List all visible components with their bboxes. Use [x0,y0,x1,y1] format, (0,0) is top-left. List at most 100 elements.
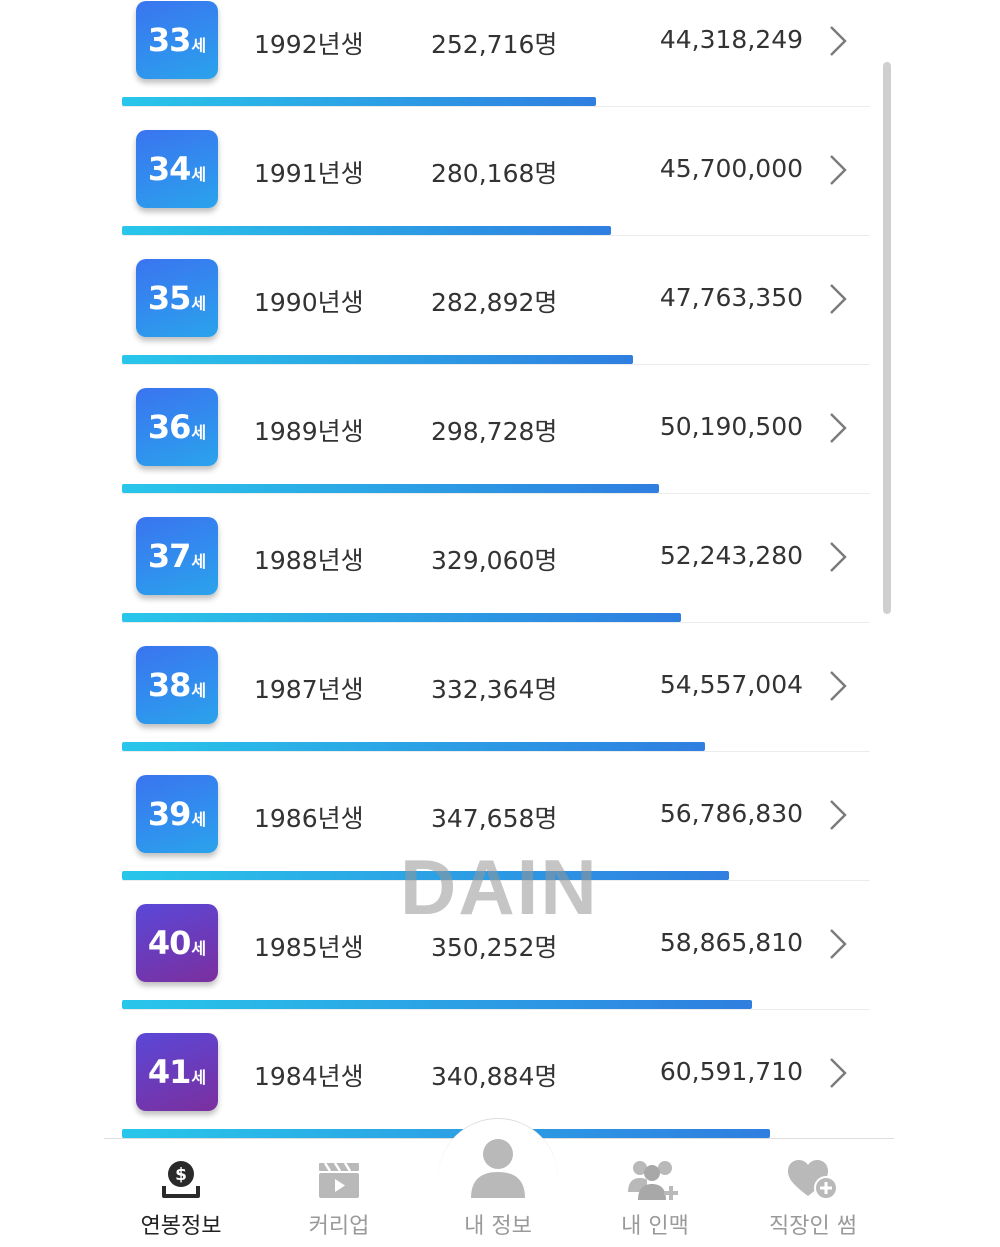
salary-bar [122,742,706,751]
salary-bar [122,871,730,880]
row-divider [122,493,870,494]
chevron-right-icon[interactable] [826,24,850,58]
chevron-right-icon[interactable] [826,540,850,574]
salary-list: 33 세 1992년생 252,716명 44,318,249 34 세 1991년… [0,0,1000,1139]
population-count: 252,716명 [431,30,558,59]
salary-bar [122,97,596,106]
age-unit: 세 [191,165,207,184]
row-divider [122,235,870,236]
row-divider [122,1009,870,1010]
chevron-right-icon[interactable] [826,1056,850,1090]
row-divider [122,622,870,623]
nav-item-office-some[interactable]: 직장인 썸 [733,1138,893,1247]
age-badge: 35 세 [136,259,218,337]
age-unit: 세 [191,681,207,700]
birth-year: 1991년생 [254,159,364,188]
people-add-icon [628,1161,678,1200]
age-badge: 33 세 [136,1,218,79]
chevron-right-icon[interactable] [826,798,850,832]
age-number: 36 [147,408,192,446]
age-unit: 세 [191,423,207,442]
birth-year: 1992년생 [254,30,364,59]
average-salary: 54,557,004 [659,670,803,699]
list-item[interactable]: 36 세 1989년생 298,728명 50,190,500 [0,363,1000,494]
age-badge: 39 세 [136,775,218,853]
age-badge: 41 세 [136,1033,218,1111]
age-unit: 세 [191,552,207,571]
salary-bar [122,1000,752,1009]
row-divider [122,364,870,365]
nav-label: 내 인맥 [621,1214,689,1239]
svg-text:$: $ [175,1165,187,1185]
nav-label: 커리업 [308,1214,370,1239]
nav-item-my-info[interactable]: 내 정보 [418,1138,578,1247]
birth-year: 1989년생 [254,417,364,446]
row-divider [122,106,870,107]
age-number: 37 [147,537,192,575]
birth-year: 1990년생 [254,288,364,317]
list-item[interactable]: 33 세 1992년생 252,716명 44,318,249 [0,0,1000,107]
bottom-nav: $ 연봉정보 커리업 내 정보 내 인맥 [0,1118,1000,1247]
chevron-right-icon[interactable] [826,927,850,961]
age-badge: 36 세 [136,388,218,466]
list-item[interactable]: 39 세 1986년생 347,658명 56,786,830 [0,750,1000,881]
list-item[interactable]: 37 세 1988년생 329,060명 52,243,280 [0,492,1000,623]
average-salary: 50,190,500 [659,412,803,441]
row-divider [122,880,870,881]
age-number: 33 [147,21,192,59]
population-count: 350,252명 [431,933,558,962]
population-count: 282,892명 [431,288,558,317]
population-count: 329,060명 [431,546,558,575]
chevron-right-icon[interactable] [826,411,850,445]
salary-money-icon: $ [162,1161,200,1198]
age-badge: 37 세 [136,517,218,595]
age-unit: 세 [191,810,207,829]
age-number: 38 [147,666,192,704]
nav-label: 연봉정보 [140,1214,222,1239]
age-unit: 세 [191,36,207,55]
heart-plus-icon [788,1160,838,1200]
age-number: 35 [147,279,192,317]
age-badge: 34 세 [136,130,218,208]
salary-bar [122,1129,770,1138]
video-clapper-icon [319,1162,359,1198]
list-item[interactable]: 38 세 1987년생 332,364명 54,557,004 [0,621,1000,752]
population-count: 347,658명 [431,804,558,833]
nav-item-careerup[interactable]: 커리업 [259,1138,419,1247]
age-badge: 40 세 [136,904,218,982]
birth-year: 1985년생 [254,933,364,962]
list-item[interactable]: 40 세 1985년생 350,252명 58,865,810 [0,879,1000,1010]
average-salary: 56,786,830 [659,799,803,828]
list-item[interactable]: 34 세 1991년생 280,168명 45,700,000 [0,105,1000,236]
average-salary: 45,700,000 [659,154,803,183]
nav-item-salary[interactable]: $ 연봉정보 [101,1138,261,1247]
chevron-right-icon[interactable] [826,282,850,316]
chevron-right-icon[interactable] [826,153,850,187]
population-count: 280,168명 [431,159,558,188]
age-unit: 세 [191,1068,207,1087]
age-number: 34 [147,150,192,188]
age-unit: 세 [191,294,207,313]
nav-label: 직장인 썸 [769,1214,857,1239]
birth-year: 1987년생 [254,675,364,704]
population-count: 298,728명 [431,417,558,446]
age-number: 40 [147,924,192,962]
nav-item-my-network[interactable]: 내 인맥 [575,1138,735,1247]
population-count: 340,884명 [431,1062,558,1091]
chevron-right-icon[interactable] [826,669,850,703]
birth-year: 1988년생 [254,546,364,575]
salary-bar [122,355,633,364]
average-salary: 58,865,810 [659,928,803,957]
birth-year: 1986년생 [254,804,364,833]
scrollbar[interactable] [883,62,891,614]
row-divider [122,751,870,752]
birth-year: 1984년생 [254,1062,364,1091]
average-salary: 52,243,280 [659,541,803,570]
person-icon [471,1139,525,1198]
average-salary: 60,591,710 [659,1057,803,1086]
average-salary: 44,318,249 [659,25,803,54]
list-item[interactable]: 41 세 1984년생 340,884명 60,591,710 [0,1008,1000,1139]
average-salary: 47,763,350 [659,283,803,312]
nav-label: 내 정보 [464,1214,532,1239]
list-item[interactable]: 35 세 1990년생 282,892명 47,763,350 [0,234,1000,365]
